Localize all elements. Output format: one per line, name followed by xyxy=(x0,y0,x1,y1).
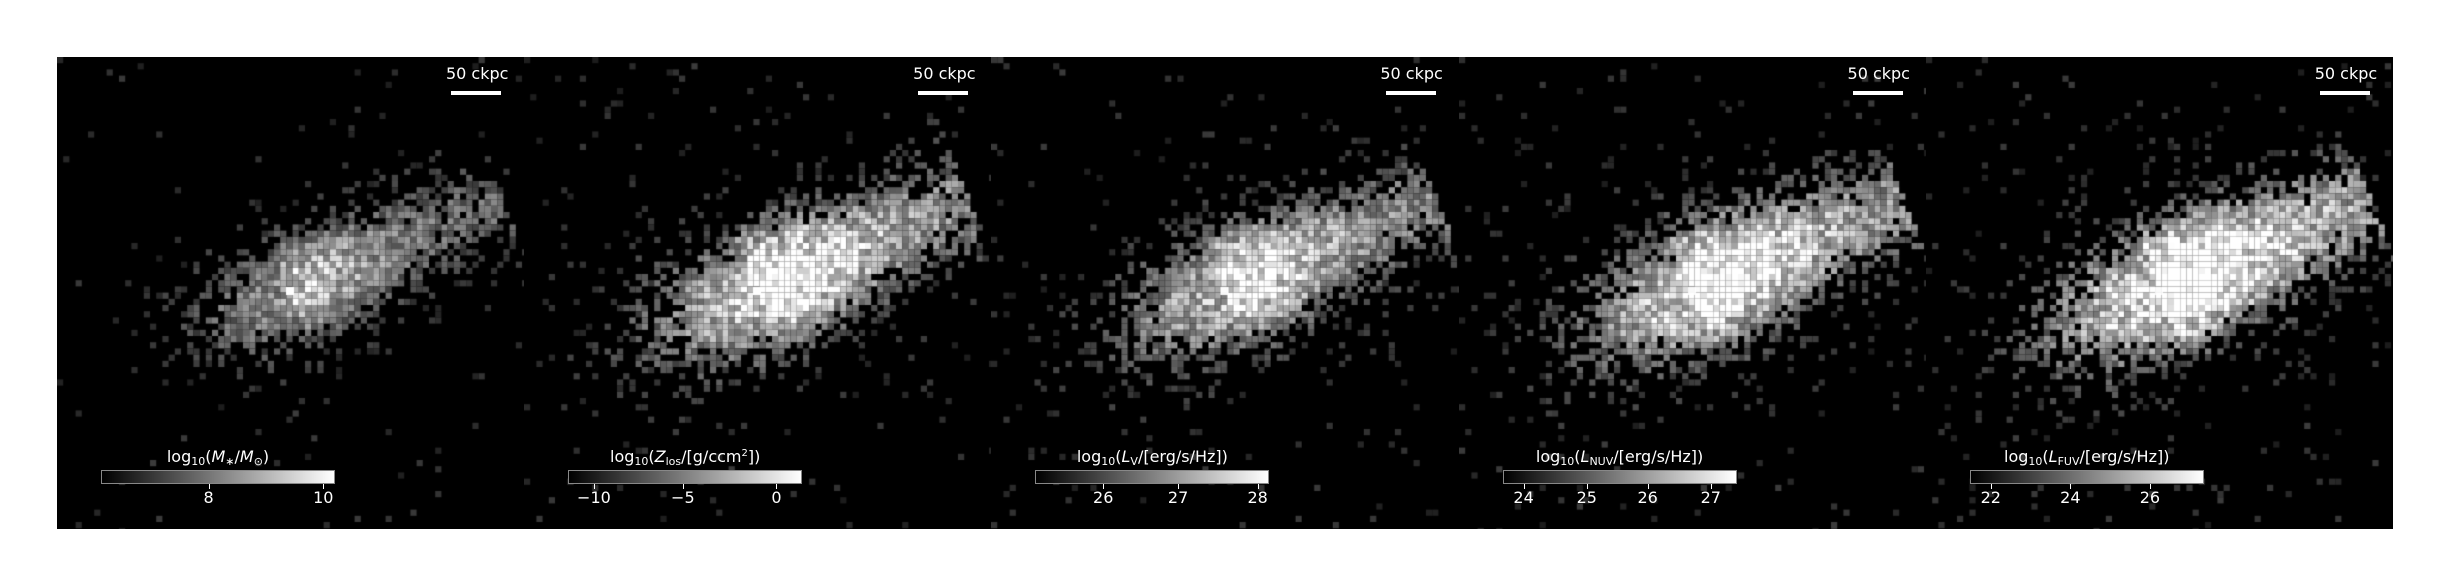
map-panel-v-band: 50 ckpc log10(LV/[erg/s/Hz]) 26 27 28 xyxy=(991,57,1459,529)
map-panel-fuv-band: 50 ckpc log10(LFUV/[erg/s/Hz]) 22 24 26 xyxy=(1925,57,2393,529)
colorbar-tick xyxy=(1586,484,1588,489)
projection-map xyxy=(57,57,525,529)
colorbar-tick xyxy=(1257,484,1259,489)
colorbar-tick-label: 27 xyxy=(1167,488,1189,507)
colorbar-tick-label: 26 xyxy=(1093,488,1114,507)
scalebar-label: 50 ckpc xyxy=(913,64,976,83)
colorbar xyxy=(1035,470,1270,484)
projection-map xyxy=(1925,57,2393,529)
colorbar xyxy=(1502,470,1737,484)
colorbar-tick-label: 27 xyxy=(1700,488,1721,507)
scalebar-line xyxy=(918,91,969,95)
colorbar-tick xyxy=(776,484,778,489)
colorbar-label: log10(LNUV/[erg/s/Hz]) xyxy=(1535,447,1704,468)
projection-map xyxy=(524,57,992,529)
scalebar-line xyxy=(451,91,502,95)
colorbar-label: log10(LFUV/[erg/s/Hz]) xyxy=(2004,447,2170,468)
figure: 50 ckpc log10(M∗/M⊙) 8 10 50 ckpc log10(Zlos/… xyxy=(57,57,2393,529)
colorbar-tick xyxy=(1178,484,1180,489)
colorbar-tick-label: −5 xyxy=(671,488,695,507)
map-panel-metal-column: 50 ckpc log10(Zlos/[g/ccm2]) −10 −5 0 xyxy=(524,57,992,529)
colorbar-tick xyxy=(1523,484,1525,489)
colorbar-tick-label: 26 xyxy=(1637,488,1658,507)
colorbar-tick xyxy=(682,484,684,489)
colorbar-tick-label: 10 xyxy=(313,488,334,507)
colorbar-tick-label: 28 xyxy=(1247,488,1268,507)
map-panel-nuv-band: 50 ckpc log10(LNUV/[erg/s/Hz]) 24 25 26 27 xyxy=(1458,57,1926,529)
map-panel-stellar-mass: 50 ckpc log10(M∗/M⊙) 8 10 xyxy=(57,57,525,529)
projection-map xyxy=(1458,57,1926,529)
colorbar-tick xyxy=(1710,484,1712,489)
colorbar xyxy=(101,470,335,484)
projection-map xyxy=(991,57,1459,529)
scalebar-line xyxy=(1852,91,1903,95)
scalebar-line xyxy=(2319,91,2370,95)
colorbar-tick-label: 24 xyxy=(2060,488,2081,507)
colorbar-tick xyxy=(2070,484,2072,489)
scalebar-line xyxy=(1385,91,1436,95)
colorbar-label: log10(M∗/M⊙) xyxy=(166,447,270,468)
scalebar-label: 50 ckpc xyxy=(1380,64,1443,83)
colorbar-tick-label: 24 xyxy=(1513,488,1534,507)
colorbar-tick xyxy=(2149,484,2151,489)
colorbar-tick xyxy=(323,484,325,489)
scalebar-label: 50 ckpc xyxy=(1847,64,1910,83)
colorbar-tick-label: 22 xyxy=(1980,488,2001,507)
colorbar-tick xyxy=(208,484,210,489)
colorbar-label: log10(LV/[erg/s/Hz]) xyxy=(1076,447,1228,468)
colorbar-tick-label: −10 xyxy=(577,488,611,507)
colorbar xyxy=(1969,470,2204,484)
colorbar-tick xyxy=(593,484,595,489)
colorbar-tick xyxy=(1103,484,1105,489)
colorbar-tick-label: 25 xyxy=(1576,488,1597,507)
colorbar-tick xyxy=(1647,484,1649,489)
scalebar-label: 50 ckpc xyxy=(445,64,509,83)
colorbar-tick-label: 8 xyxy=(203,488,214,507)
scalebar-label: 50 ckpc xyxy=(2314,64,2378,83)
colorbar-tick xyxy=(1990,484,1992,489)
colorbar-label: log10(Zlos/[g/ccm2]) xyxy=(610,447,761,468)
colorbar xyxy=(568,470,803,484)
colorbar-tick-label: 0 xyxy=(771,488,782,507)
colorbar-tick-label: 26 xyxy=(2139,488,2161,507)
